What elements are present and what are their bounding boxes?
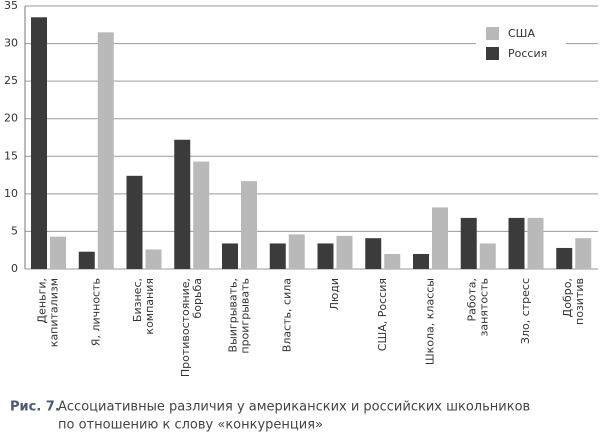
- bar: [126, 175, 143, 269]
- y-tick-label: 30: [4, 37, 18, 50]
- legend-label: Россия: [508, 47, 547, 60]
- y-tick-label: 0: [11, 262, 18, 275]
- bar: [317, 243, 334, 269]
- x-tick-label: Люди: [328, 278, 341, 310]
- caption-line: Ассоциативные различия у американских и …: [58, 400, 530, 415]
- legend-swatch: [486, 47, 499, 60]
- bar: [269, 243, 286, 269]
- y-tick-label: 25: [4, 74, 18, 87]
- bar: [97, 32, 114, 269]
- x-tick-label: Власть, сила: [280, 278, 293, 352]
- caption-label: Рис. 7.: [10, 400, 60, 415]
- x-tick-label: Зло, стресс: [519, 278, 532, 344]
- x-tick-label: Работа,занятость: [465, 278, 490, 336]
- y-tick-label: 15: [4, 149, 18, 162]
- bar: [78, 251, 95, 269]
- bar: [479, 243, 496, 269]
- bar: [508, 217, 525, 269]
- caption-line: по отношению к слову «конкуренция»: [58, 418, 323, 433]
- x-tick-label: Деньги,капитализм: [36, 278, 61, 347]
- bar: [413, 253, 429, 269]
- bar: [174, 139, 191, 269]
- x-tick-label: Противостояние,борьба: [179, 278, 204, 377]
- bar: [432, 207, 448, 269]
- bar: [575, 238, 592, 269]
- x-tick-label: Добро,позитив: [561, 278, 586, 325]
- x-tick-label: Школа, классы: [424, 278, 437, 365]
- x-tick-label: США, Россия: [376, 278, 389, 351]
- bar: [50, 236, 66, 269]
- y-tick-label: 35: [4, 0, 18, 12]
- bar: [527, 217, 544, 269]
- x-tick-label: Выигрывать,проигрывать: [227, 278, 252, 354]
- legend-swatch: [486, 27, 499, 40]
- bar: [145, 249, 162, 269]
- x-tick-label: Я, личность: [89, 278, 102, 346]
- legend-label: США: [508, 27, 535, 40]
- bar: [556, 247, 573, 269]
- bar: [241, 181, 257, 269]
- bar: [31, 17, 47, 270]
- bar: [288, 234, 305, 269]
- x-tick-label: Бизнес,компания: [131, 278, 156, 335]
- bar: [222, 243, 238, 269]
- bar: [384, 253, 401, 269]
- bar: [460, 217, 477, 269]
- y-tick-label: 20: [4, 112, 18, 125]
- bar: [365, 238, 382, 269]
- y-tick-label: 5: [11, 224, 18, 237]
- y-tick-label: 10: [4, 187, 18, 200]
- bar: [193, 161, 210, 269]
- bar: [336, 235, 353, 269]
